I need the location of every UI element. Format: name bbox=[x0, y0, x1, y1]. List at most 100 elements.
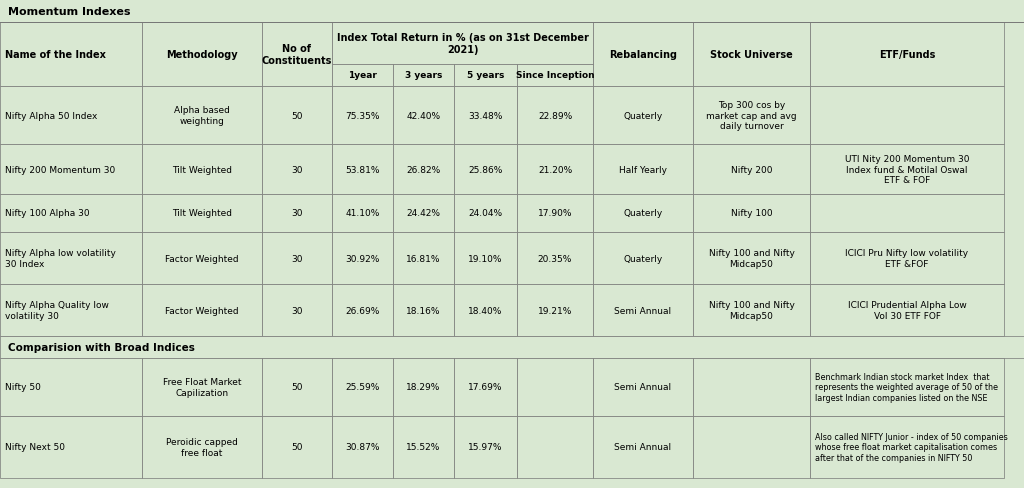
Text: ETF/Funds: ETF/Funds bbox=[879, 50, 935, 60]
Bar bbox=[454, 87, 517, 145]
Bar bbox=[517, 358, 593, 416]
Text: UTI Nity 200 Momentum 30
Index fund & Motilal Oswal
ETF & FOF: UTI Nity 200 Momentum 30 Index fund & Mo… bbox=[845, 155, 970, 184]
Bar bbox=[142, 87, 262, 145]
Text: Quaterly: Quaterly bbox=[624, 111, 663, 120]
Bar bbox=[810, 285, 1004, 336]
Text: 18.16%: 18.16% bbox=[407, 306, 440, 315]
Bar bbox=[142, 232, 262, 285]
Bar bbox=[142, 145, 262, 195]
Bar bbox=[262, 232, 332, 285]
Bar bbox=[332, 87, 393, 145]
Bar bbox=[142, 23, 262, 87]
Text: 22.89%: 22.89% bbox=[538, 111, 572, 120]
Text: Quaterly: Quaterly bbox=[624, 209, 663, 218]
Text: Methodology: Methodology bbox=[166, 50, 238, 60]
Bar bbox=[517, 87, 593, 145]
Bar bbox=[693, 195, 810, 232]
Text: 75.35%: 75.35% bbox=[345, 111, 380, 120]
Bar bbox=[332, 285, 393, 336]
Text: Factor Weighted: Factor Weighted bbox=[165, 306, 239, 315]
Bar bbox=[593, 23, 693, 87]
Bar bbox=[593, 87, 693, 145]
Text: 50: 50 bbox=[291, 111, 303, 120]
Text: Alpha based
weighting: Alpha based weighting bbox=[174, 106, 230, 125]
Bar bbox=[0, 336, 1024, 358]
Text: 5 years: 5 years bbox=[467, 71, 504, 81]
Text: 19.10%: 19.10% bbox=[468, 254, 503, 263]
Bar bbox=[0, 358, 142, 416]
Bar bbox=[393, 65, 454, 87]
Text: 1year: 1year bbox=[348, 71, 377, 81]
Text: Semi Annual: Semi Annual bbox=[614, 383, 672, 392]
Text: ICICI Pru Nifty low volatility
ETF &FOF: ICICI Pru Nifty low volatility ETF &FOF bbox=[846, 249, 969, 268]
Bar bbox=[693, 358, 810, 416]
Text: 21.20%: 21.20% bbox=[538, 165, 572, 174]
Bar bbox=[693, 232, 810, 285]
Bar bbox=[393, 358, 454, 416]
Text: Nifty 100 and Nifty
Midcap50: Nifty 100 and Nifty Midcap50 bbox=[709, 301, 795, 320]
Text: 53.81%: 53.81% bbox=[345, 165, 380, 174]
Text: Index Total Return in % (as on 31st December
2021): Index Total Return in % (as on 31st Dece… bbox=[337, 33, 589, 55]
Bar bbox=[454, 358, 517, 416]
Bar bbox=[332, 145, 393, 195]
Bar bbox=[593, 145, 693, 195]
Bar bbox=[517, 416, 593, 478]
Bar bbox=[262, 416, 332, 478]
Bar bbox=[393, 195, 454, 232]
Bar bbox=[810, 23, 1004, 87]
Text: Stock Universe: Stock Universe bbox=[710, 50, 793, 60]
Bar bbox=[142, 358, 262, 416]
Text: Nifty 50: Nifty 50 bbox=[5, 383, 41, 392]
Text: Nifty 100: Nifty 100 bbox=[731, 209, 772, 218]
Bar bbox=[810, 195, 1004, 232]
Text: Benchmark Indian stock market Index  that
represents the weighted average of 50 : Benchmark Indian stock market Index that… bbox=[815, 372, 998, 402]
Text: Semi Annual: Semi Annual bbox=[614, 306, 672, 315]
Bar bbox=[142, 195, 262, 232]
Bar bbox=[454, 65, 517, 87]
Text: 19.21%: 19.21% bbox=[538, 306, 572, 315]
Text: 17.69%: 17.69% bbox=[468, 383, 503, 392]
Bar bbox=[0, 23, 142, 87]
Bar bbox=[454, 232, 517, 285]
Bar bbox=[142, 285, 262, 336]
Bar bbox=[517, 65, 593, 87]
Text: 25.86%: 25.86% bbox=[468, 165, 503, 174]
Bar bbox=[810, 87, 1004, 145]
Text: Quaterly: Quaterly bbox=[624, 254, 663, 263]
Bar bbox=[262, 195, 332, 232]
Bar bbox=[393, 285, 454, 336]
Text: Nifty Alpha low volatility
30 Index: Nifty Alpha low volatility 30 Index bbox=[5, 249, 116, 268]
Text: Peroidic capped
free float: Peroidic capped free float bbox=[166, 437, 238, 457]
Text: Nifty Alpha Quality low
volatility 30: Nifty Alpha Quality low volatility 30 bbox=[5, 301, 109, 320]
Bar bbox=[0, 87, 142, 145]
Text: 30: 30 bbox=[291, 209, 303, 218]
Text: Also called NIFTY Junior - index of 50 companies
whose free float market capital: Also called NIFTY Junior - index of 50 c… bbox=[815, 432, 1008, 462]
Text: Nifty Next 50: Nifty Next 50 bbox=[5, 443, 65, 451]
Bar bbox=[810, 416, 1004, 478]
Text: Nifty Alpha 50 Index: Nifty Alpha 50 Index bbox=[5, 111, 97, 120]
Text: 26.69%: 26.69% bbox=[345, 306, 380, 315]
Bar bbox=[332, 23, 593, 65]
Bar bbox=[593, 285, 693, 336]
Text: 30: 30 bbox=[291, 165, 303, 174]
Bar bbox=[0, 285, 142, 336]
Bar bbox=[517, 195, 593, 232]
Text: ICICI Prudential Alpha Low
Vol 30 ETF FOF: ICICI Prudential Alpha Low Vol 30 ETF FO… bbox=[848, 301, 967, 320]
Bar bbox=[810, 145, 1004, 195]
Text: 42.40%: 42.40% bbox=[407, 111, 440, 120]
Bar bbox=[262, 87, 332, 145]
Bar bbox=[454, 145, 517, 195]
Bar bbox=[693, 145, 810, 195]
Text: 30.87%: 30.87% bbox=[345, 443, 380, 451]
Bar bbox=[693, 416, 810, 478]
Text: 30.92%: 30.92% bbox=[345, 254, 380, 263]
Bar bbox=[262, 285, 332, 336]
Text: Nifty 200 Momentum 30: Nifty 200 Momentum 30 bbox=[5, 165, 116, 174]
Bar bbox=[262, 145, 332, 195]
Bar bbox=[393, 416, 454, 478]
Bar bbox=[262, 23, 332, 87]
Bar bbox=[593, 195, 693, 232]
Bar bbox=[593, 358, 693, 416]
Bar bbox=[332, 65, 393, 87]
Text: Rebalancing: Rebalancing bbox=[609, 50, 677, 60]
